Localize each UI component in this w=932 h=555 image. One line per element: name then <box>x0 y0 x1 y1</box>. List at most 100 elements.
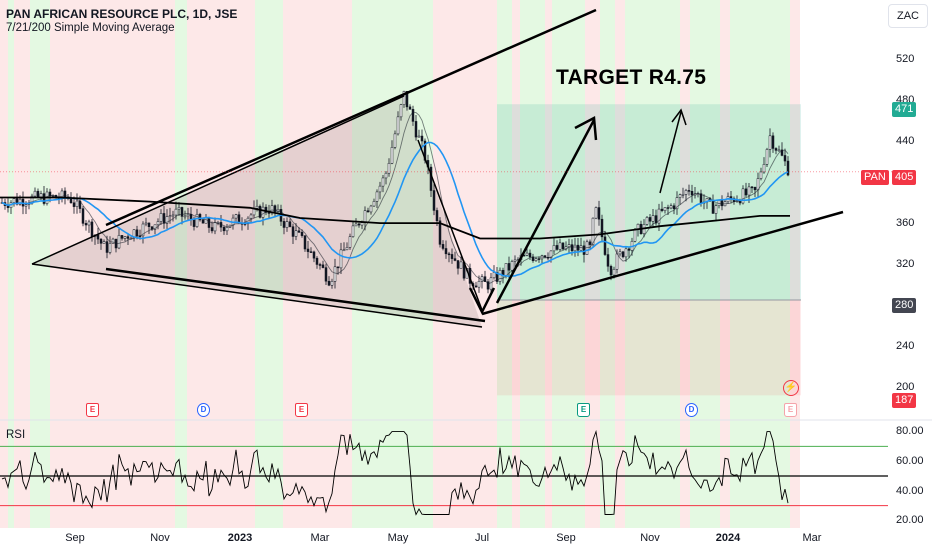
candle-body <box>372 201 376 207</box>
candle-body <box>384 172 388 179</box>
candle-body <box>774 148 778 151</box>
candle-body <box>780 149 784 156</box>
time-label: May <box>387 532 409 544</box>
candle-body <box>291 226 295 237</box>
candle-body <box>351 225 355 237</box>
candle-body <box>561 242 565 250</box>
candle-body <box>381 177 385 187</box>
candle-body <box>123 236 127 239</box>
candle-body <box>258 205 262 218</box>
candle-body <box>249 214 253 219</box>
breakdown-line <box>417 139 483 311</box>
candle-body <box>330 281 334 286</box>
candle-body <box>567 244 571 248</box>
candle-body <box>444 248 448 255</box>
candle-body <box>213 222 217 232</box>
earnings-event-icon[interactable]: E <box>577 403 590 417</box>
candle-body <box>771 135 775 149</box>
bearish-zone <box>14 0 30 420</box>
candle-body <box>285 221 289 228</box>
candle-body <box>207 217 211 228</box>
candle-body <box>177 207 181 210</box>
target-annotation[interactable]: TARGET R4.75 <box>556 66 707 89</box>
candle-body <box>105 241 109 253</box>
candle-body <box>555 245 559 250</box>
candle-body <box>456 260 460 269</box>
candle-body <box>222 226 226 232</box>
earnings-event-icon[interactable]: E <box>295 403 308 417</box>
candle-body <box>711 200 715 214</box>
arrow-head-icon <box>574 116 598 141</box>
candle-body <box>399 104 403 118</box>
candle-body <box>777 149 781 152</box>
candle-body <box>180 207 184 217</box>
candle-body <box>687 190 691 192</box>
candle-body <box>510 261 514 271</box>
time-label: Nov <box>150 532 170 544</box>
dividend-event-icon[interactable]: D <box>197 403 210 417</box>
candle-body <box>627 248 631 251</box>
candle-body <box>600 218 604 238</box>
candle-body <box>144 222 148 225</box>
rising-support-trendline <box>481 210 844 316</box>
candle-body <box>24 204 28 207</box>
price-tick: 200 <box>896 381 915 393</box>
lightning-icon[interactable]: ⚡ <box>783 380 799 396</box>
candle-body <box>408 106 412 110</box>
price-tick: 520 <box>896 53 915 65</box>
candle-body <box>312 251 316 259</box>
rsi-bearish-zone <box>545 420 552 528</box>
indicator-legend[interactable]: 7/21/200 Simple Moving Average <box>6 22 175 34</box>
candle-body <box>744 188 748 196</box>
rsi-pane-label[interactable]: RSI <box>6 429 26 441</box>
dividend-event-icon[interactable]: D <box>685 403 698 417</box>
bearish-zone <box>545 0 552 420</box>
bearish-zone <box>680 0 690 420</box>
rsi-bullish-zone <box>30 420 50 528</box>
candle-body <box>306 248 310 252</box>
candle-body <box>606 254 610 267</box>
candle-body <box>582 245 586 255</box>
candle-body <box>333 266 337 282</box>
candle-body <box>411 109 415 122</box>
candle-body <box>474 285 478 288</box>
candle-body <box>126 236 130 239</box>
bearish-zone <box>50 0 175 420</box>
earnings-event-icon[interactable]: E <box>86 403 99 417</box>
candle-body <box>612 268 616 276</box>
time-label: Jul <box>474 532 490 544</box>
candle-body <box>378 185 382 193</box>
candle-body <box>36 190 40 198</box>
candle-body <box>438 220 442 245</box>
candle-body <box>354 223 358 227</box>
rsi-bullish-zone <box>600 420 615 528</box>
target-zone <box>497 104 801 300</box>
candle-body <box>669 205 673 209</box>
candle-body <box>576 244 580 251</box>
candle-body <box>186 214 190 217</box>
candle-body <box>441 244 445 249</box>
candle-body <box>162 213 166 224</box>
candle-body <box>492 272 496 279</box>
rsi-bearish-zone <box>585 420 600 528</box>
candle-body <box>210 227 214 232</box>
candle-body <box>414 121 418 138</box>
candle-body <box>120 235 124 239</box>
last-price-badge: 405 <box>892 170 917 185</box>
target-price-badge: 471 <box>892 102 917 117</box>
rsi-bearish-zone <box>283 420 352 528</box>
upcoming-earnings-event-icon[interactable]: E <box>784 403 797 417</box>
candle-body <box>390 147 394 164</box>
bearish-zone <box>433 0 497 420</box>
candle-body <box>204 217 208 224</box>
candle-body <box>513 259 517 262</box>
bullish-zone <box>520 0 545 420</box>
bullish-zone <box>497 0 512 420</box>
candle-body <box>309 251 313 253</box>
candle-body <box>375 191 379 202</box>
candle-body <box>183 215 187 218</box>
currency-button[interactable]: ZAC <box>888 4 928 28</box>
support-trendline <box>105 267 486 323</box>
